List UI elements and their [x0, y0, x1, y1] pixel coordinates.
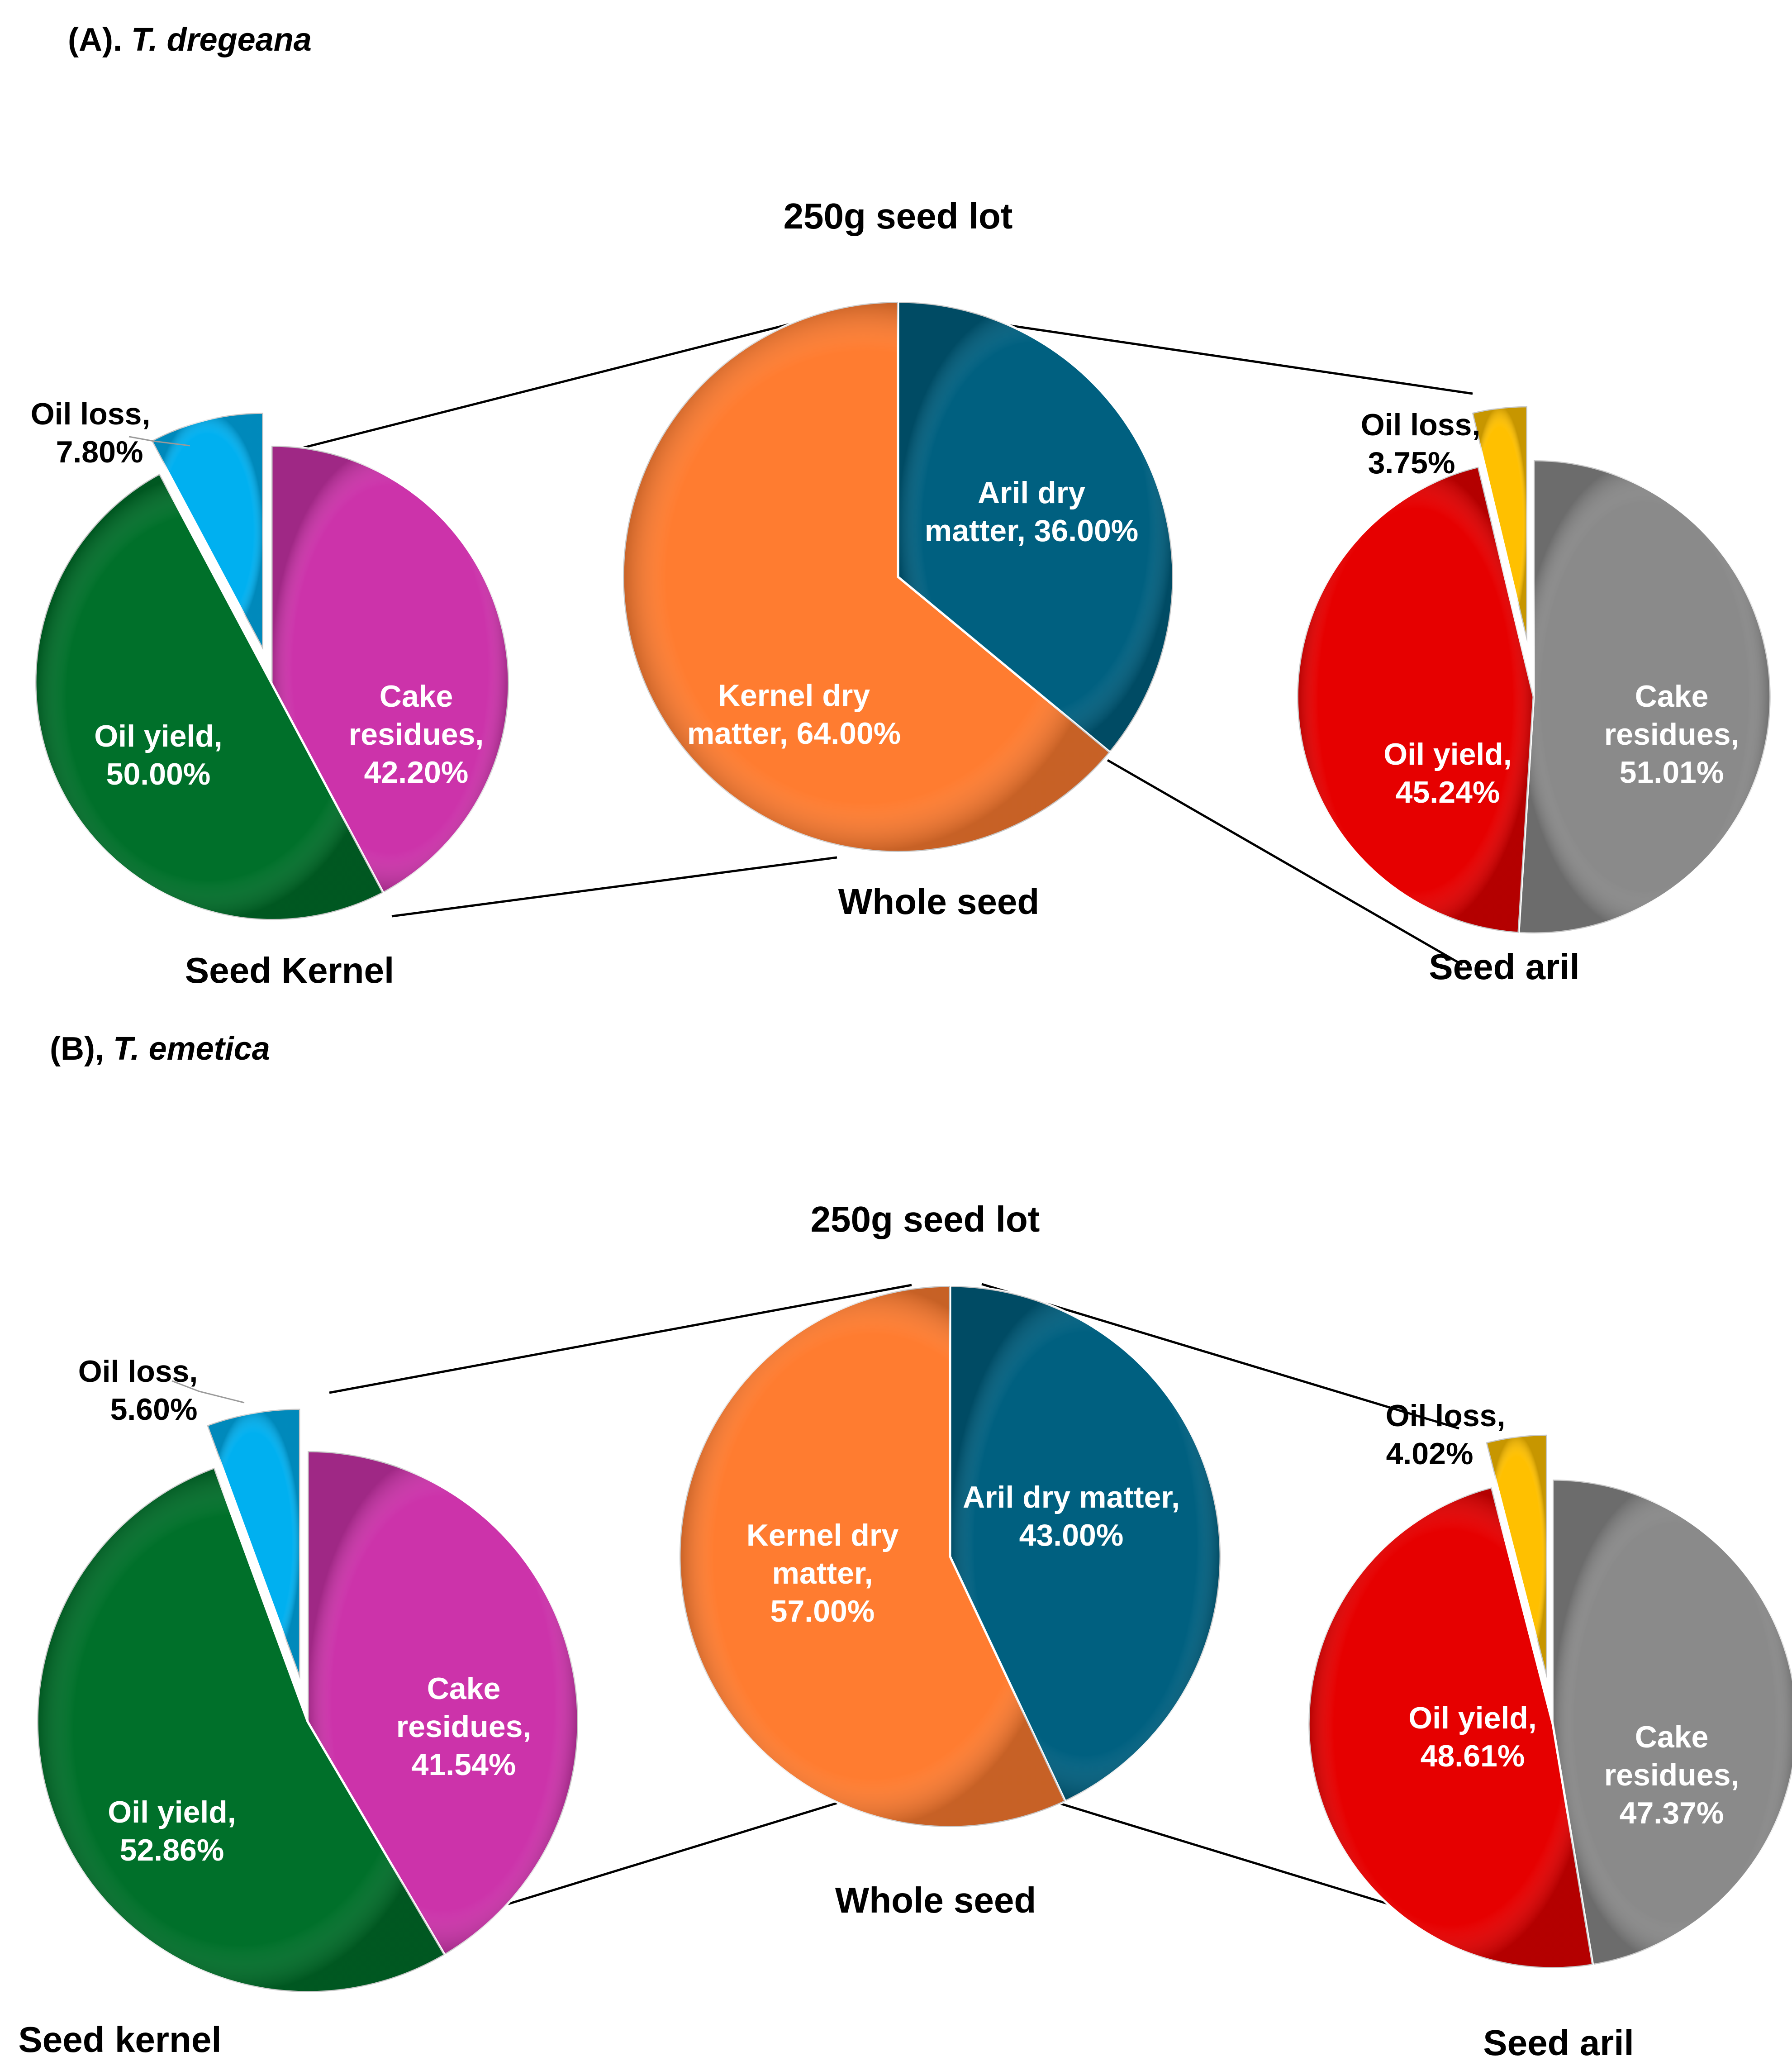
slice-label-line: Kernel dry [746, 1518, 899, 1552]
pie-seed-aril-a [1296, 405, 1772, 935]
slice-label-line: 5.60% [110, 1392, 198, 1427]
slice-label-line: residues, [349, 717, 484, 752]
slice-label-line: 4.02% [1386, 1437, 1474, 1471]
slice-label-line: 52.86% [120, 1833, 224, 1867]
slice-label-kernel-dry-matter: Kernel dry matter, 57.00% [746, 1518, 899, 1628]
panel-a-species: T. dregeana [131, 22, 312, 58]
slice-label-line: Oil yield, [1408, 1701, 1536, 1735]
slice-label-line: Oil loss, [78, 1354, 198, 1389]
pie-a-whole-labels: Aril dry matter, 36.00% Kernel dry matter,… [687, 476, 1139, 751]
label-leader-line [128, 436, 190, 447]
slice-label-line: Cake [427, 1671, 501, 1706]
slice-label-cake-residues: Cake residues, 41.54% [396, 1671, 532, 1782]
slice-label-aril-dry-matter: Aril dry matter, 36.00% [925, 476, 1139, 548]
slice-label-line: residues, [1604, 717, 1740, 752]
slice-label-oil-loss: Oil loss, 3.75% [1361, 408, 1481, 480]
label-leader-line [171, 1380, 245, 1404]
slice-label-line: 51.01% [1620, 755, 1724, 790]
pie-seed-kernel-a [34, 411, 510, 921]
slice-label-line: 48.61% [1421, 1739, 1525, 1773]
slice-label-line: matter, [772, 1556, 873, 1590]
slice-label-line: Oil yield, [1383, 737, 1512, 771]
slice-label-line: residues, [396, 1709, 532, 1744]
pie-whole-seed-a [622, 300, 1174, 853]
pie-b-kernel-labels: Oil loss, 5.60% Cake residues, 41.54% Oil y… [78, 1354, 532, 1867]
slice-label-line: Oil loss, [1386, 1399, 1506, 1433]
panel-a-kernel-caption: Seed Kernel [185, 950, 394, 990]
slice-label-cake-residues: Cake residues, 51.01% [1604, 679, 1740, 790]
slice-label-line: matter, 64.00% [687, 716, 901, 751]
slice-label-oil-loss: Oil loss, 7.80% [31, 397, 151, 469]
slice-label-line: 45.24% [1396, 775, 1500, 809]
slice-label-oil-yield: Oil yield, 48.61% [1408, 1701, 1536, 1773]
panel-a-title: (A). T. dregeana [68, 22, 312, 58]
panel-b-top-caption: 250g seed lot [811, 1199, 1040, 1239]
panel-b-aril-caption: Seed aril [1483, 2023, 1634, 2061]
slice-label-line: Aril dry matter, [963, 1480, 1180, 1514]
connector-line [391, 856, 837, 918]
panel-a-top-caption: 250g seed lot [784, 196, 1013, 236]
slice-label-aril-dry-matter: Aril dry matter, 43.00% [963, 1480, 1180, 1552]
slice-label-line: residues, [1604, 1758, 1740, 1792]
slice-label-line: Cake [1635, 679, 1709, 714]
slice-label-line: 57.00% [770, 1594, 875, 1628]
pie-a-kernel-labels: Oil loss, 7.80% Cake residues, 42.20% Oil y… [31, 397, 484, 791]
pie-whole-seed-b [678, 1285, 1222, 1828]
slice-label-oil-loss: Oil loss, 5.60% [78, 1354, 198, 1427]
panel-b-whole-caption: Whole seed [835, 1880, 1036, 1920]
slice-label-oil-yield: Oil yield, 52.86% [108, 1795, 236, 1867]
pie-a-aril-labels: Oil loss, 3.75% Cake residues, 51.01% Oil y… [1361, 408, 1740, 809]
panel-b-kernel-caption: Seed kernel [18, 2019, 221, 2060]
slice-label-line: Oil yield, [94, 719, 222, 753]
slice-label-line: 41.54% [412, 1747, 516, 1782]
panel-b: (B), T. emetica 250g seed lot Oil loss, 5… [18, 1031, 1792, 2061]
slice-label-oil-loss: Oil loss, 4.02% [1386, 1399, 1506, 1471]
slice-label-line: 42.20% [364, 755, 469, 790]
slice-label-oil-yield: Oil yield, 45.24% [1383, 737, 1512, 809]
panel-a-aril-caption: Seed aril [1429, 947, 1580, 987]
slice-label-line: Cake [1635, 1720, 1709, 1754]
slice-label-line: 50.00% [106, 757, 211, 791]
slice-label-line: Aril dry [978, 476, 1085, 510]
pie-b-whole-labels: Aril dry matter, 43.00% Kernel dry matter,… [746, 1480, 1180, 1628]
slice-label-line: 47.37% [1620, 1796, 1724, 1830]
pie-b-aril-labels: Oil loss, 4.02% Cake residues, 47.37% Oil y… [1386, 1399, 1740, 1830]
panel-a-label: (A). [68, 22, 122, 58]
slice-label-line: 43.00% [1019, 1518, 1124, 1552]
panel-b-species: T. emetica [113, 1031, 270, 1067]
slice-label-kernel-dry-matter: Kernel dry matter, 64.00% [687, 678, 901, 751]
slice-label-line: Oil loss, [31, 397, 151, 431]
slice-label-line: Cake [380, 679, 453, 714]
slice-label-line: 3.75% [1368, 446, 1455, 480]
slice-label-line: Kernel dry [718, 678, 870, 713]
slice-label-line: 7.80% [56, 435, 143, 469]
slice-label-oil-yield: Oil yield, 50.00% [94, 719, 222, 791]
panel-a-whole-caption: Whole seed [838, 881, 1040, 922]
slice-label-cake-residues: Cake residues, 47.37% [1604, 1720, 1740, 1830]
panel-b-title: (B), T. emetica [50, 1031, 270, 1067]
slice-label-line: Oil yield, [108, 1795, 236, 1829]
slice-label-line: Oil loss, [1361, 408, 1481, 442]
panel-b-label: (B), [50, 1031, 104, 1067]
slice-label-line: matter, 36.00% [925, 514, 1139, 548]
pie-seed-aril-b [1307, 1433, 1792, 1970]
pie-slice-oil-yield [1296, 465, 1535, 934]
slice-label-cake-residues: Cake residues, 42.20% [349, 679, 484, 790]
panel-a: (A). T. dregeana 250g seed lot Oil loss,… [31, 22, 1772, 990]
